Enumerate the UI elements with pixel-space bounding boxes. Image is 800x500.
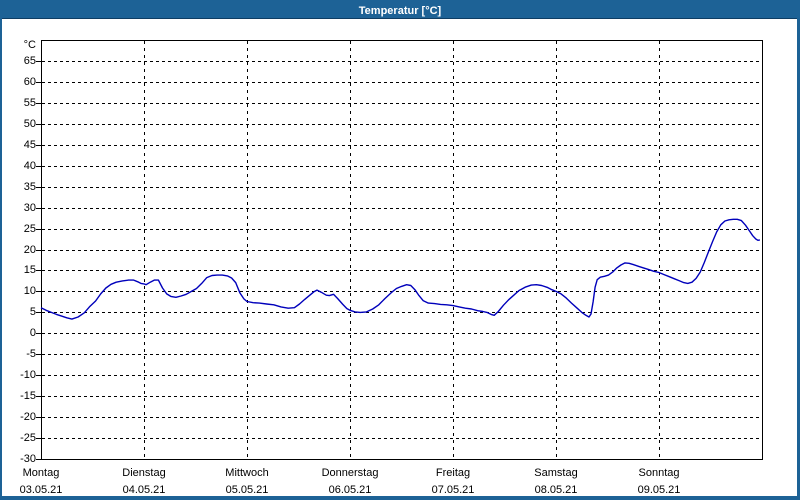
day-name-label: Sonntag bbox=[638, 467, 680, 479]
y-tick-label: -20 bbox=[20, 411, 36, 424]
day-name-label: Montag bbox=[22, 467, 60, 479]
y-tick-label: 40 bbox=[23, 159, 36, 172]
y-tick-label: -5 bbox=[26, 348, 36, 361]
day-name-label: Donnerstag bbox=[321, 467, 379, 479]
y-tick-label: 60 bbox=[23, 75, 36, 88]
y-tick-label: -10 bbox=[20, 369, 36, 382]
day-date-label: 07.05.21 bbox=[431, 484, 475, 496]
y-tick-label: 65 bbox=[23, 54, 36, 67]
y-tick-label: 15 bbox=[23, 264, 36, 277]
day-date-label: 03.05.21 bbox=[19, 484, 63, 496]
y-tick-label: 45 bbox=[23, 138, 36, 151]
plot-border bbox=[41, 40, 763, 460]
y-axis-unit-label: °C bbox=[23, 39, 36, 51]
y-tick-label: 55 bbox=[23, 96, 36, 109]
day-date-label: 08.05.21 bbox=[534, 484, 578, 496]
day-name-label: Samstag bbox=[534, 467, 578, 479]
day-date-label: 04.05.21 bbox=[122, 484, 166, 496]
day-name-label: Dienstag bbox=[122, 467, 166, 479]
window-title: Temperatur [°C] bbox=[358, 5, 442, 17]
temperature-series-line bbox=[40, 218, 761, 320]
y-tick-label: 50 bbox=[23, 117, 36, 130]
titlebar[interactable]: Temperatur [°C] bbox=[2, 0, 797, 19]
day-name-label: Freitag bbox=[435, 467, 471, 479]
y-tick-label: 30 bbox=[23, 201, 36, 214]
y-tick-label: -15 bbox=[20, 390, 36, 403]
y-tick-label: -30 bbox=[20, 453, 36, 465]
y-tick-label: 5 bbox=[29, 306, 36, 319]
y-tick-label: 0 bbox=[29, 327, 36, 340]
day-date-label: 09.05.21 bbox=[637, 484, 681, 496]
y-tick-label: 35 bbox=[23, 180, 36, 193]
day-date-label: 05.05.21 bbox=[225, 484, 269, 496]
y-tick-label: 25 bbox=[23, 222, 36, 235]
y-tick-label: 20 bbox=[23, 243, 36, 256]
y-tick-label: 10 bbox=[23, 285, 36, 298]
y-tick-label: -25 bbox=[20, 432, 36, 445]
day-name-label: Mittwoch bbox=[225, 467, 269, 479]
day-date-label: 06.05.21 bbox=[328, 484, 372, 496]
